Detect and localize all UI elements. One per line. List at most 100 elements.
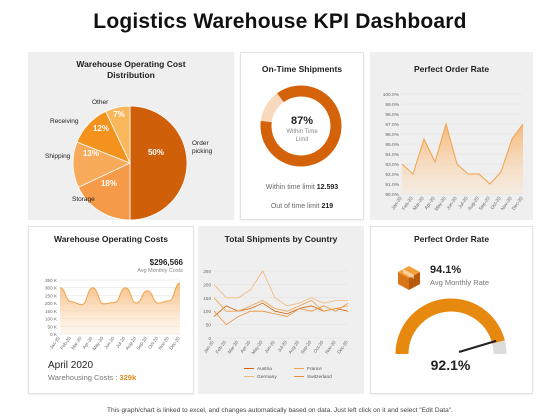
y-tick-label: 96.0% — [385, 132, 399, 138]
shipments-country-panel: Total Shipments by Country 250 200 150 100 5… — [198, 226, 364, 394]
x-tick-label: Dec-20 — [336, 339, 349, 354]
legend-label: Austria — [257, 366, 272, 372]
on-time-panel: On-Time Shipments 87% Within Time Limit … — [240, 52, 364, 220]
y-tick-label: 0 — [208, 336, 211, 341]
within-time-label: Within time limit — [265, 184, 315, 191]
pie-slice-other — [105, 105, 131, 164]
y-tick-label: 95.0% — [385, 142, 399, 148]
cost-distribution-chart: 50% 18% 13% 12% 7% Order picking Storage Shippin… — [45, 99, 213, 221]
pie-value-label: 18% — [101, 179, 117, 188]
x-tick-label: May-20 — [251, 339, 264, 355]
pie-category-label: Storage — [72, 196, 95, 203]
x-tick-label: May-20 — [92, 335, 105, 351]
box-icon — [398, 266, 420, 290]
gauge-value: 92.1% — [430, 357, 471, 373]
gauge-needle — [458, 339, 497, 353]
x-tick-label: Sep-20 — [478, 195, 492, 211]
perfect-order-line — [401, 122, 524, 185]
x-tick-label: Jun-20 — [264, 339, 276, 354]
pie-slice-order-picking — [129, 105, 188, 221]
dashboard-title: Logistics Warehouse KPI Dashboard — [93, 10, 467, 33]
perfect-order-line-chart: 100.0% 99.0% 98.0% 97.0% 96.0% 95.0% 94.0% 93.0… — [383, 92, 525, 212]
x-tick-label: Sep-20 — [135, 335, 148, 350]
perfect-order-area — [402, 124, 523, 194]
y-tick-label: 150 — [203, 296, 211, 301]
pie-category-label: Receiving — [50, 118, 79, 125]
y-tick-label: 100.0% — [383, 92, 400, 98]
pie-category-label: Order picking — [192, 140, 213, 155]
gauge-fill — [395, 298, 505, 355]
pie-category-label: Other — [92, 99, 109, 106]
pie-slice-storage — [77, 162, 131, 221]
perfect-order-gauge-panel: Perfect Order Rate 94.1% Avg Monthly Rat… — [370, 226, 533, 394]
costs-row: Warehousing Costs : 329k — [48, 373, 136, 382]
legend-label: Switzerland — [307, 374, 332, 380]
series-line-switzerland — [213, 302, 349, 326]
x-tick-label: Dec-20 — [511, 195, 525, 211]
shipments-country-title: Total Shipments by Country — [224, 234, 338, 244]
gauge-percent: 94.1% — [430, 264, 462, 276]
y-tick-label: 150 K — [45, 309, 58, 314]
y-tick-label: 93.0% — [385, 162, 399, 168]
on-time-title: On-Time Shipments — [261, 64, 343, 74]
x-tick-label: Apr-20 — [239, 339, 251, 354]
perfect-order-gauge-title: Perfect Order Rate — [413, 234, 490, 244]
y-tick-label: 300 K — [45, 286, 58, 291]
x-tick-label: Feb-20 — [215, 339, 228, 354]
within-time-value: 12.593 — [316, 184, 339, 191]
y-tick-label: 200 K — [45, 301, 58, 306]
pie-value-label: 50% — [148, 148, 164, 157]
donut-value-arc — [260, 85, 342, 167]
pie-value-label: 7% — [113, 110, 125, 119]
x-tick-label: Jul-20 — [277, 339, 289, 352]
y-tick-label: 90.0% — [385, 192, 399, 198]
cost-distribution-title: Warehouse Operating Cost Distribution — [76, 59, 186, 80]
gauge-chart — [395, 298, 507, 355]
x-tick-label: Jun-20 — [103, 335, 115, 350]
out-time-value: 219 — [321, 203, 334, 210]
on-time-percent: 87% — [290, 115, 314, 127]
y-tick-label: 50 K — [48, 324, 58, 329]
perfect-order-line-panel: Perfect Order Rate 100.0% 99.0% 98.0% 97.0%… — [370, 52, 533, 220]
series-line-france — [213, 297, 349, 312]
perfect-order-line-title: Perfect Order Rate — [413, 64, 490, 74]
x-tick-label: May-20 — [434, 195, 448, 212]
x-tick-label: Jul-20 — [115, 335, 127, 348]
operating-costs-line — [59, 282, 181, 306]
x-tick-label: Jun-20 — [445, 195, 459, 211]
on-time-donut — [260, 85, 342, 167]
x-tick-label: Mar-20 — [227, 339, 240, 354]
x-tick-label: Nov-20 — [324, 339, 337, 354]
y-tick-label: 50 — [206, 323, 212, 328]
footer-note: This graph/chart is linked to excel, and… — [107, 407, 453, 414]
y-tick-label: 99.0% — [385, 102, 399, 108]
avg-costs-label: Avg Monthly Costs — [137, 268, 183, 274]
y-tick-label: 92.0% — [385, 172, 399, 178]
y-tick-label: 200 — [203, 282, 211, 287]
legend-label: Germany — [257, 374, 277, 380]
x-tick-label: Sep-20 — [300, 339, 313, 354]
gauge-avg-label: Avg Monthly Rate — [430, 278, 490, 287]
pie-value-label: 12% — [93, 124, 109, 133]
on-time-center-label: Within Time Limit — [286, 129, 318, 143]
y-tick-label: 250 — [203, 269, 211, 274]
legend-label: France — [307, 366, 322, 372]
x-tick-label: Mar-20 — [70, 335, 83, 350]
y-tick-label: 0 K — [50, 332, 58, 337]
operating-costs-area — [60, 283, 180, 334]
costs-value: 329k — [119, 373, 137, 382]
within-time-row: Within time limit 12.593 — [240, 184, 364, 191]
costs-label: Warehousing Costs : — [48, 373, 118, 382]
y-tick-label: 350 K — [45, 278, 58, 283]
y-tick-label: 91.0% — [385, 182, 399, 188]
x-tick-label: Aug-20 — [287, 339, 300, 354]
series-line-germany — [213, 270, 348, 307]
y-tick-label: 100 — [203, 309, 211, 314]
costs-month: April 2020 — [48, 360, 94, 371]
out-time-label: Out of time limit — [270, 203, 320, 210]
y-tick-label: 250 K — [45, 293, 58, 298]
operating-costs-title: Warehouse Operating Costs — [54, 234, 168, 244]
x-tick-label: Oct-20 — [312, 339, 324, 354]
